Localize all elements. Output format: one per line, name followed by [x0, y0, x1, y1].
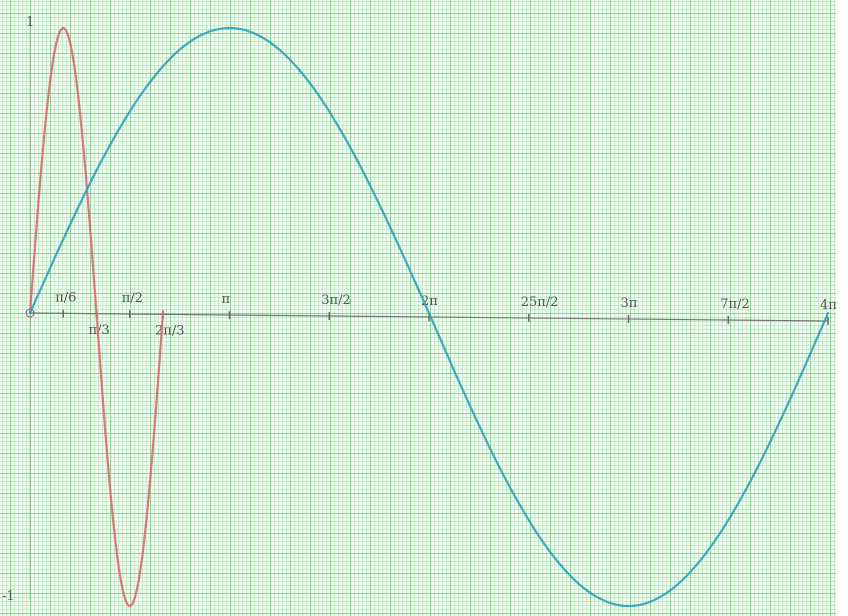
series-red-curve [28, 26, 165, 608]
x-tick-label: π/2 [122, 291, 143, 306]
x-tick-label: 3π/2 [321, 293, 350, 308]
x-tick-label: 25π/2 [521, 295, 559, 310]
series-blue-curve [28, 26, 830, 608]
x-tick-label: 4π [820, 298, 837, 313]
y-tick-label: -1 [2, 589, 15, 604]
x-tick-label: π/6 [55, 291, 76, 306]
paper-edge [836, 0, 848, 616]
y-tick-label: 1 [26, 15, 34, 30]
x-tick-label: π/3 [89, 323, 110, 338]
x-tick-label: π [222, 292, 231, 307]
x-tick-label: 3π [621, 296, 638, 311]
x-tick-label: 2π/3 [155, 324, 184, 339]
x-tick-label: 7π/2 [720, 297, 749, 312]
